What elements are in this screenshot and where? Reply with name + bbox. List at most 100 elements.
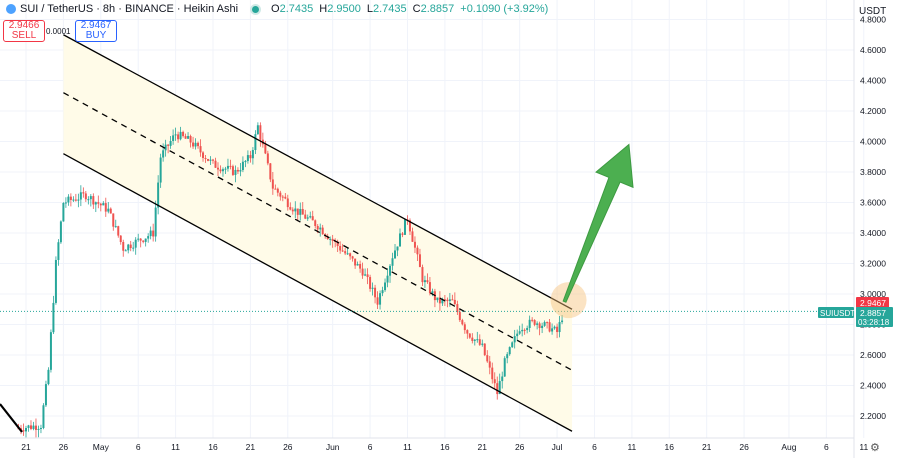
candle-body [311,216,314,221]
candle-body [142,240,145,242]
candle-body [276,188,279,193]
candle-body [157,182,160,208]
candle-body [82,192,85,194]
candle-body [561,320,564,323]
candle-body [284,196,287,199]
candle-body [184,136,187,139]
candle-body [207,159,210,161]
candle-body [74,199,77,201]
channel-lower-line[interactable] [63,153,573,432]
candle-body [256,125,259,135]
time-tick-label: 6 [824,442,829,452]
candle-body [32,425,35,429]
time-tick-label: 6 [592,442,597,452]
candle-body [501,376,504,382]
candle-body [513,336,516,343]
candle-body [421,267,424,283]
time-tick-label: 6 [368,442,373,452]
candle-body [72,199,75,201]
candle-body [234,169,237,175]
currency-selector[interactable]: USDT [859,6,887,17]
candle-body [49,332,52,370]
countdown-text: 03:28:18 [858,318,890,327]
candle-body [426,280,429,283]
candle-body [301,208,304,215]
candle-body [448,299,451,302]
trend-line-left[interactable] [0,403,23,433]
candle-body [52,302,55,333]
candle-body [441,299,444,304]
time-tick-label: 11 [859,442,868,452]
buy-button[interactable]: 2.9467 BUY [75,20,117,42]
time-axis[interactable]: 21 26 May 6 11 16 21 26 Jun 6 11 16 21 26 Jul 6 11 16 21 26… [21,442,868,452]
time-tick-label: 6 [136,442,141,452]
candle-body [438,297,441,304]
candle-body [461,320,464,325]
candle-body [104,203,107,212]
candle-body [192,142,195,147]
candle-body [22,430,25,432]
candle-body [508,347,511,355]
candle-body [202,152,205,159]
candle-body [403,219,406,235]
sell-label: SELL [11,30,37,41]
candle-body [493,379,496,384]
ohlc-change: +0.1090 (+3.92%) [460,3,549,15]
candle-body [159,157,162,183]
candle-body [77,199,80,201]
candle-body [64,202,67,204]
candle-body [112,213,115,227]
candle-body [149,230,152,237]
candle-body [224,168,227,170]
ohlc-open: O2.7435 [271,3,313,15]
candle-body [451,299,454,301]
candle-body [376,297,379,305]
breakout-highlight[interactable] [550,282,587,319]
breakout-arrow[interactable] [562,143,634,303]
candle-body [321,227,324,235]
settings-gear-icon[interactable]: ⚙ [870,442,880,454]
candle-body [172,135,175,141]
candle-body [503,358,506,377]
candle-body [491,367,494,380]
candle-body [551,328,554,332]
candle-body [309,216,312,218]
time-tick-label: 11 [403,442,412,452]
candle-body [366,274,369,278]
time-tick-label: 16 [440,442,450,452]
candle-body [463,324,466,331]
candle-body [481,343,484,345]
candle-body [354,258,357,266]
candle-body [346,253,349,255]
ohlc-low: L2.7435 [367,3,407,15]
time-tick-label: Jun [326,442,340,452]
candle-body [364,274,367,276]
candle-body [389,265,392,276]
candle-body [264,144,267,154]
candle-body [408,220,411,232]
candle-body [471,337,474,341]
candle-body [533,320,536,325]
candle-body [399,233,401,247]
candle-body [379,293,382,305]
symbol-title[interactable]: SUI / TetherUS · 8h · BINANCE · Heikin A… [20,3,239,15]
candle-body [134,239,137,248]
time-tick-label: 21 [702,442,712,452]
channel-middle-line[interactable] [63,92,573,371]
candle-body [521,329,524,332]
candle-body [558,322,561,333]
candle-body [344,251,347,254]
candle-body [37,428,40,430]
candle-body [107,208,110,212]
candle-body [271,179,274,189]
channel-upper-line[interactable] [63,34,573,310]
candle-body [94,202,97,205]
candle-body [431,291,434,294]
candle-body [516,333,519,337]
candle-body [84,193,87,200]
sell-button[interactable]: 2.9466 SELL [3,20,45,42]
low-label: L [366,3,373,15]
time-tick-label: 16 [665,442,675,452]
time-tick-label: 26 [739,442,749,452]
